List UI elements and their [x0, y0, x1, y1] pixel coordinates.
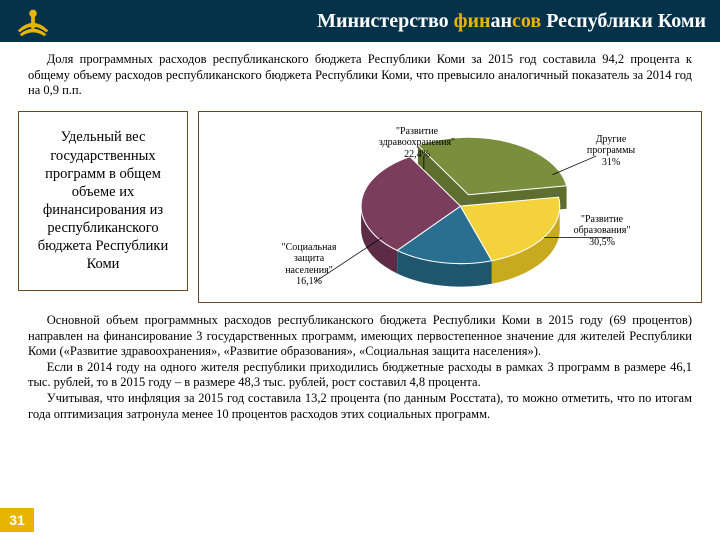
pie-chart-svg	[199, 112, 701, 303]
side-box-text: Удельный вес государственных программ в …	[25, 128, 181, 273]
page-number: 31	[0, 508, 34, 532]
header-title: Министерство финансов Республики Коми	[317, 10, 706, 33]
pie-chart: "Социальная защита населения"16,1% "Разв…	[198, 111, 702, 303]
outro-p3: Учитывая, что инфляция за 2015 год соста…	[28, 391, 692, 422]
outro-p1: Основной объем программных расходов респ…	[28, 313, 692, 360]
outro-p2: Если в 2014 году на одного жителя респуб…	[28, 360, 692, 391]
eagle-logo	[14, 2, 52, 40]
mid-row: Удельный вес государственных программ в …	[0, 105, 720, 309]
intro-paragraph: Доля программных расходов республиканско…	[0, 42, 720, 105]
header-bar: Министерство финансов Республики Коми	[0, 0, 720, 42]
outro: Основной объем программных расходов респ…	[0, 309, 720, 422]
side-box: Удельный вес государственных программ в …	[18, 111, 188, 291]
